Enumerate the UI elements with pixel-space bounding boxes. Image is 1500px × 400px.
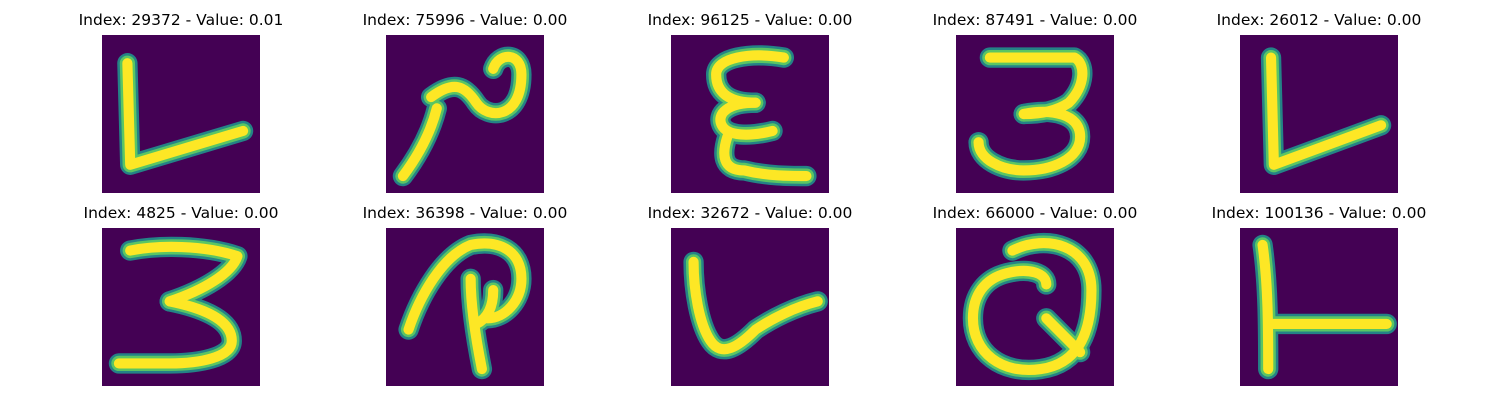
tile-7: Index: 36398 - Value: 0.00	[355, 202, 575, 386]
glyph-image-q-shape	[956, 228, 1114, 386]
tile-5: Index: 26012 - Value: 0.00	[1209, 9, 1429, 193]
tile-title: Index: 29372 - Value: 0.01	[78, 11, 284, 29]
tile-4: Index: 87491 - Value: 0.00	[925, 9, 1145, 193]
tile-9: Index: 66000 - Value: 0.00	[925, 202, 1145, 386]
tile-title: Index: 26012 - Value: 0.00	[1216, 11, 1422, 29]
tile-title: Index: 96125 - Value: 0.00	[647, 11, 853, 29]
tile-title: Index: 75996 - Value: 0.00	[362, 11, 568, 29]
glyph-image-p-shape	[386, 228, 544, 386]
tile-6: Index: 4825 - Value: 0.00	[71, 202, 291, 386]
tile-title: Index: 36398 - Value: 0.00	[362, 204, 568, 222]
glyph-image-3-shape	[956, 35, 1114, 193]
glyph-image-2-shape	[386, 35, 544, 193]
tile-8: Index: 32672 - Value: 0.00	[640, 202, 860, 386]
tile-title: Index: 4825 - Value: 0.00	[83, 204, 279, 222]
tile-title: Index: 87491 - Value: 0.00	[932, 11, 1138, 29]
glyph-image-l-shape	[1240, 35, 1398, 193]
tile-title: Index: 100136 - Value: 0.00	[1211, 204, 1427, 222]
tile-2: Index: 75996 - Value: 0.00	[355, 9, 575, 193]
tile-1: Index: 29372 - Value: 0.01	[71, 9, 291, 193]
glyph-image-t-shape	[1240, 228, 1398, 386]
glyph-image-l-shape	[671, 228, 829, 386]
tile-title: Index: 66000 - Value: 0.00	[932, 204, 1138, 222]
tile-title: Index: 32672 - Value: 0.00	[647, 204, 853, 222]
tile-10: Index: 100136 - Value: 0.00	[1209, 202, 1429, 386]
glyph-image-epsilon-shape	[671, 35, 829, 193]
glyph-image-3-shape	[102, 228, 260, 386]
tile-3: Index: 96125 - Value: 0.00	[640, 9, 860, 193]
glyph-image-l-shape	[102, 35, 260, 193]
